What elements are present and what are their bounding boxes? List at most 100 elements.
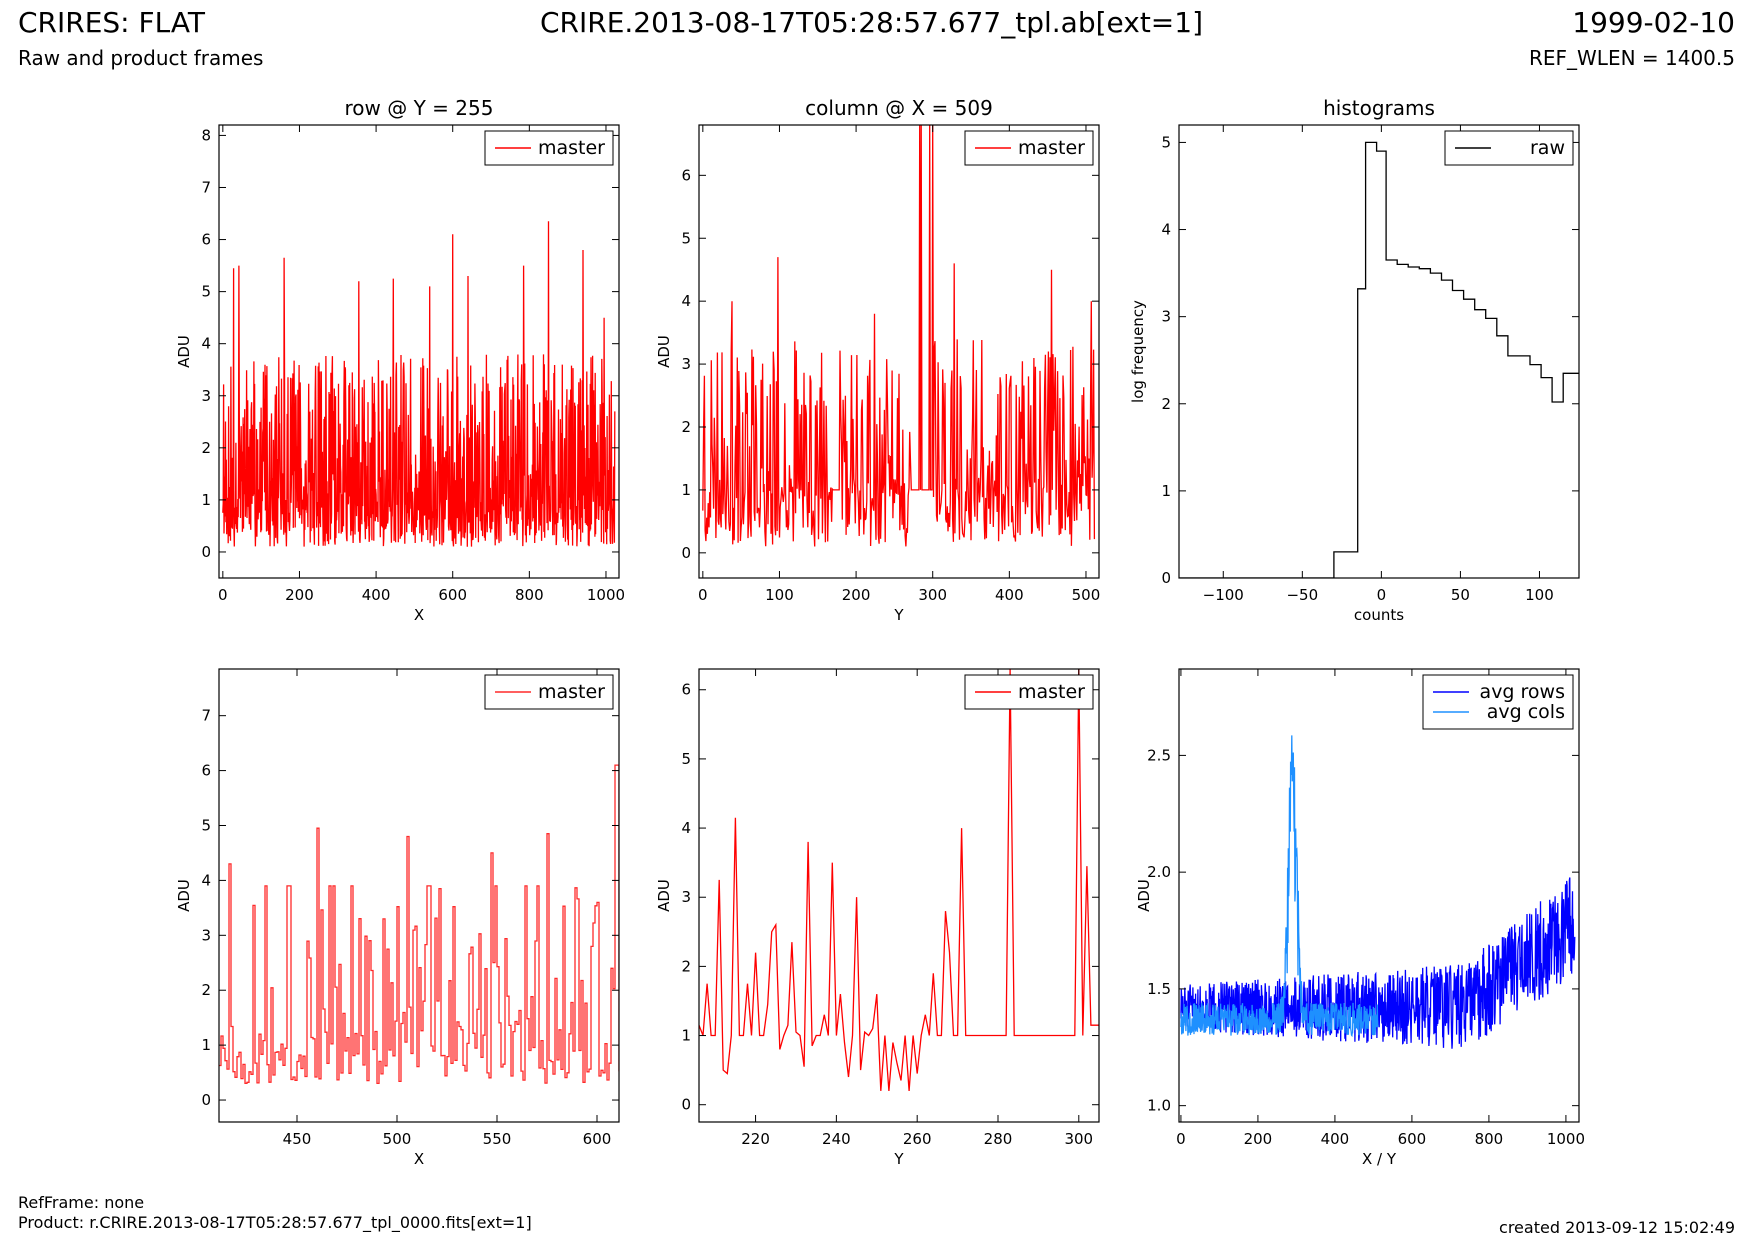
y-tick-label: 1 — [681, 481, 691, 499]
plot-frame — [698, 124, 1100, 579]
x-tick-label: 0 — [1176, 1130, 1186, 1148]
x-tick-label: 400 — [362, 586, 391, 604]
y-tick-label: 1.0 — [1147, 1097, 1171, 1115]
series-line-avg-cols — [1180, 735, 1379, 1038]
y-tick-label: 3 — [1161, 308, 1171, 326]
x-tick-label: 300 — [1064, 1130, 1093, 1148]
chart-column-zoom: 220 240 260 280 300 0 1 2 3 4 5 6 Y ADU master — [655, 668, 1100, 1168]
y-tick-label: 5 — [681, 229, 691, 247]
y-axis-label: log frequency — [1129, 300, 1147, 403]
chart-title: column @ X = 509 — [805, 96, 993, 120]
y-tick-label: 4 — [1161, 221, 1171, 239]
y-tick-label: 0 — [1161, 569, 1171, 587]
y-tick-label: 0 — [201, 543, 211, 561]
chart-row-zoom: 450 500 550 600 0 1 2 3 4 5 6 7 X ADU master — [175, 668, 620, 1168]
x-tick-label: 400 — [995, 586, 1024, 604]
y-tick-label: 1 — [201, 1036, 211, 1054]
y-tick-label: 5 — [681, 750, 691, 768]
x-tick-label: 100 — [765, 586, 794, 604]
series-line-master — [219, 764, 619, 1085]
x-tick-label: 50 — [1451, 586, 1470, 604]
subtitle: Raw and product frames — [18, 46, 264, 70]
x-tick-label: 260 — [903, 1130, 932, 1148]
y-tick-label: 0 — [201, 1091, 211, 1109]
plot-frame — [1178, 124, 1580, 579]
y-tick-label: 4 — [681, 819, 691, 837]
x-tick-label: 800 — [515, 586, 544, 604]
x-tick-label: 600 — [1398, 1130, 1427, 1148]
x-tick-label: 550 — [483, 1130, 512, 1148]
y-tick-label: 2 — [681, 418, 691, 436]
y-tick-label: 3 — [681, 888, 691, 906]
y-tick-label: 0 — [681, 1096, 691, 1114]
series-line-master — [699, 669, 1099, 1091]
y-tick-label: 1 — [681, 1027, 691, 1045]
y-tick-label: 2 — [201, 439, 211, 457]
chart-histograms: −100 −50 0 50 100 0 1 2 3 4 5 histograms counts log f… — [1129, 96, 1580, 624]
y-tick-label: 5 — [201, 816, 211, 834]
series-line-raw — [1179, 141, 1579, 578]
plot-frame — [218, 668, 620, 1123]
series-group — [702, 125, 1096, 547]
x-tick-label: 300 — [918, 586, 947, 604]
y-tick-label: 3 — [681, 355, 691, 373]
plot-frame — [698, 668, 1100, 1123]
y-tick-label: 6 — [681, 681, 691, 699]
x-axis-label: X — [414, 606, 424, 624]
x-axis-label: X — [414, 1150, 424, 1168]
product-label: Product: r.CRIRE.2013-08-17T05:28:57.677… — [18, 1213, 532, 1232]
x-tick-label: 800 — [1475, 1130, 1504, 1148]
series-group — [222, 221, 616, 547]
y-tick-label: 5 — [1161, 133, 1171, 151]
legend-label: master — [1018, 681, 1085, 703]
y-tick-label: 3 — [201, 926, 211, 944]
y-tick-label: 2 — [681, 957, 691, 975]
y-tick-label: 3 — [201, 387, 211, 405]
series-group — [1179, 141, 1579, 578]
y-tick-label: 5 — [201, 283, 211, 301]
y-tick-label: 4 — [681, 292, 691, 310]
chart-title: histograms — [1323, 96, 1435, 120]
y-tick-label: 1 — [201, 491, 211, 509]
x-tick-label: 240 — [822, 1130, 851, 1148]
instrument-title: CRIRES: FLAT — [18, 6, 205, 39]
series-group — [699, 669, 1099, 1091]
y-tick-label: 6 — [201, 762, 211, 780]
x-tick-label: 0 — [698, 586, 708, 604]
chart-row: 0 200 400 600 800 1000 0 1 2 3 4 5 6 7 8 row @ Y = 255 X… — [175, 96, 625, 624]
y-tick-label: 2.5 — [1147, 746, 1171, 764]
y-tick-label: 6 — [201, 231, 211, 249]
legend-label: raw — [1530, 137, 1565, 159]
y-tick-label: 2 — [201, 981, 211, 999]
y-tick-label: 4 — [201, 335, 211, 353]
y-axis-label: ADU — [175, 879, 193, 912]
x-tick-label: 600 — [583, 1130, 612, 1148]
x-tick-label: 600 — [438, 586, 467, 604]
y-tick-label: 4 — [201, 871, 211, 889]
date-label: 1999-02-10 — [1572, 6, 1735, 39]
legend-label: master — [538, 681, 605, 703]
legend-label: avg rows — [1480, 681, 1565, 703]
x-axis-label: Y — [893, 1150, 904, 1168]
y-axis-label: ADU — [175, 335, 193, 368]
x-tick-label: −50 — [1286, 586, 1318, 604]
series-line-master — [222, 221, 616, 547]
series-group — [1180, 735, 1576, 1049]
y-tick-label: 2 — [1161, 395, 1171, 413]
series-group — [219, 764, 619, 1085]
x-tick-label: 500 — [383, 1130, 412, 1148]
legend-label: master — [1018, 137, 1085, 159]
y-tick-label: 0 — [681, 544, 691, 562]
x-tick-label: 280 — [984, 1130, 1013, 1148]
x-tick-label: 200 — [842, 586, 871, 604]
x-tick-label: 500 — [1072, 586, 1101, 604]
file-title: CRIRE.2013-08-17T05:28:57.677_tpl.ab[ext… — [540, 6, 1204, 39]
x-tick-label: 1000 — [587, 586, 625, 604]
y-tick-label: 6 — [681, 166, 691, 184]
x-tick-label: 450 — [283, 1130, 312, 1148]
legend-label: master — [538, 137, 605, 159]
y-axis-label: ADU — [1135, 879, 1153, 912]
x-tick-label: 1000 — [1547, 1130, 1585, 1148]
x-tick-label: 100 — [1525, 586, 1554, 604]
x-tick-label: 0 — [218, 586, 228, 604]
